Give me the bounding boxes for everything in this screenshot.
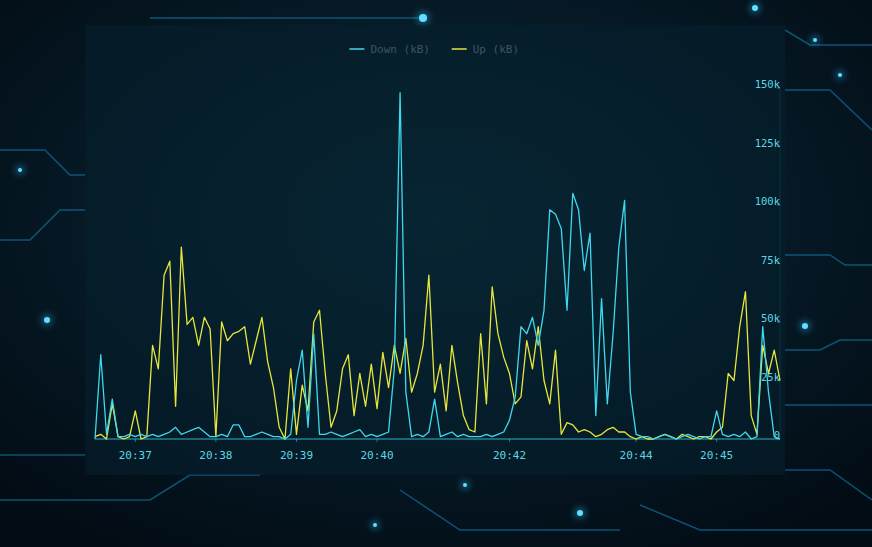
decor [0, 454, 85, 456]
y-tick-label: 100k [755, 195, 781, 207]
legend: Down (kB) Up (kB) [349, 43, 519, 56]
glow-dot [574, 507, 586, 519]
glow-dot [810, 35, 820, 45]
decor [0, 475, 260, 500]
glow-dot [44, 317, 50, 323]
glow-dot [799, 320, 811, 332]
glow-dot [419, 14, 427, 22]
background [0, 0, 872, 547]
x-tick-label: 20:37 [119, 449, 152, 462]
chart-root: 025k50k75k100k125k150k20:3720:3820:3920:… [0, 0, 872, 547]
legend-label: Down (kB) [370, 43, 430, 56]
x-tick [296, 439, 297, 442]
decor [785, 340, 872, 350]
x-tick [509, 439, 510, 442]
glow-dot [370, 520, 380, 530]
glow-dot [463, 483, 467, 487]
legend-label: Up (kB) [473, 43, 519, 56]
x-tick-label: 20:44 [620, 449, 653, 462]
glow-dot [835, 70, 845, 80]
decor [150, 17, 420, 19]
legend-swatch [452, 48, 467, 50]
y-tick-label: 125k [755, 137, 781, 149]
decor [0, 150, 85, 175]
y-tick-label: 50k [761, 312, 781, 324]
x-tick [135, 439, 136, 442]
y-tick-label: 25k [761, 371, 781, 383]
decor [785, 470, 872, 500]
glow-dot [18, 168, 22, 172]
glow-dot [838, 73, 842, 77]
chart-svg: 025k50k75k100k125k150k20:3720:3820:3920:… [0, 0, 872, 547]
series-line [95, 247, 780, 439]
glow-dot [752, 5, 758, 11]
decor [785, 255, 872, 265]
decor [640, 505, 872, 530]
x-tick [215, 439, 216, 442]
x-tick-label: 20:42 [493, 449, 526, 462]
glow-dot [813, 38, 817, 42]
circuit-decor [0, 18, 872, 530]
glow-dot [749, 2, 761, 14]
decor [785, 90, 872, 130]
series-line [95, 93, 780, 439]
x-tick [377, 439, 378, 442]
decor [400, 490, 620, 530]
decor [785, 30, 872, 45]
decor [785, 404, 872, 406]
legend-swatch [349, 48, 364, 50]
glow-dot [460, 480, 470, 490]
x-tick-label: 20:40 [360, 449, 393, 462]
x-tick-label: 20:45 [700, 449, 733, 462]
x-tick-label: 20:38 [199, 449, 232, 462]
y-tick-label: 75k [761, 254, 781, 266]
glow-dot [15, 165, 25, 175]
decor [0, 210, 85, 240]
glow-dot [577, 510, 583, 516]
plot-area [95, 93, 780, 439]
glow-dot [373, 523, 377, 527]
x-tick [716, 439, 717, 442]
glow-dot [416, 11, 430, 25]
glow-dot [41, 314, 53, 326]
x-tick-label: 20:39 [280, 449, 313, 462]
plot-panel [85, 25, 785, 475]
glow-dot [802, 323, 808, 329]
y-tick-label: 150k [755, 78, 781, 90]
